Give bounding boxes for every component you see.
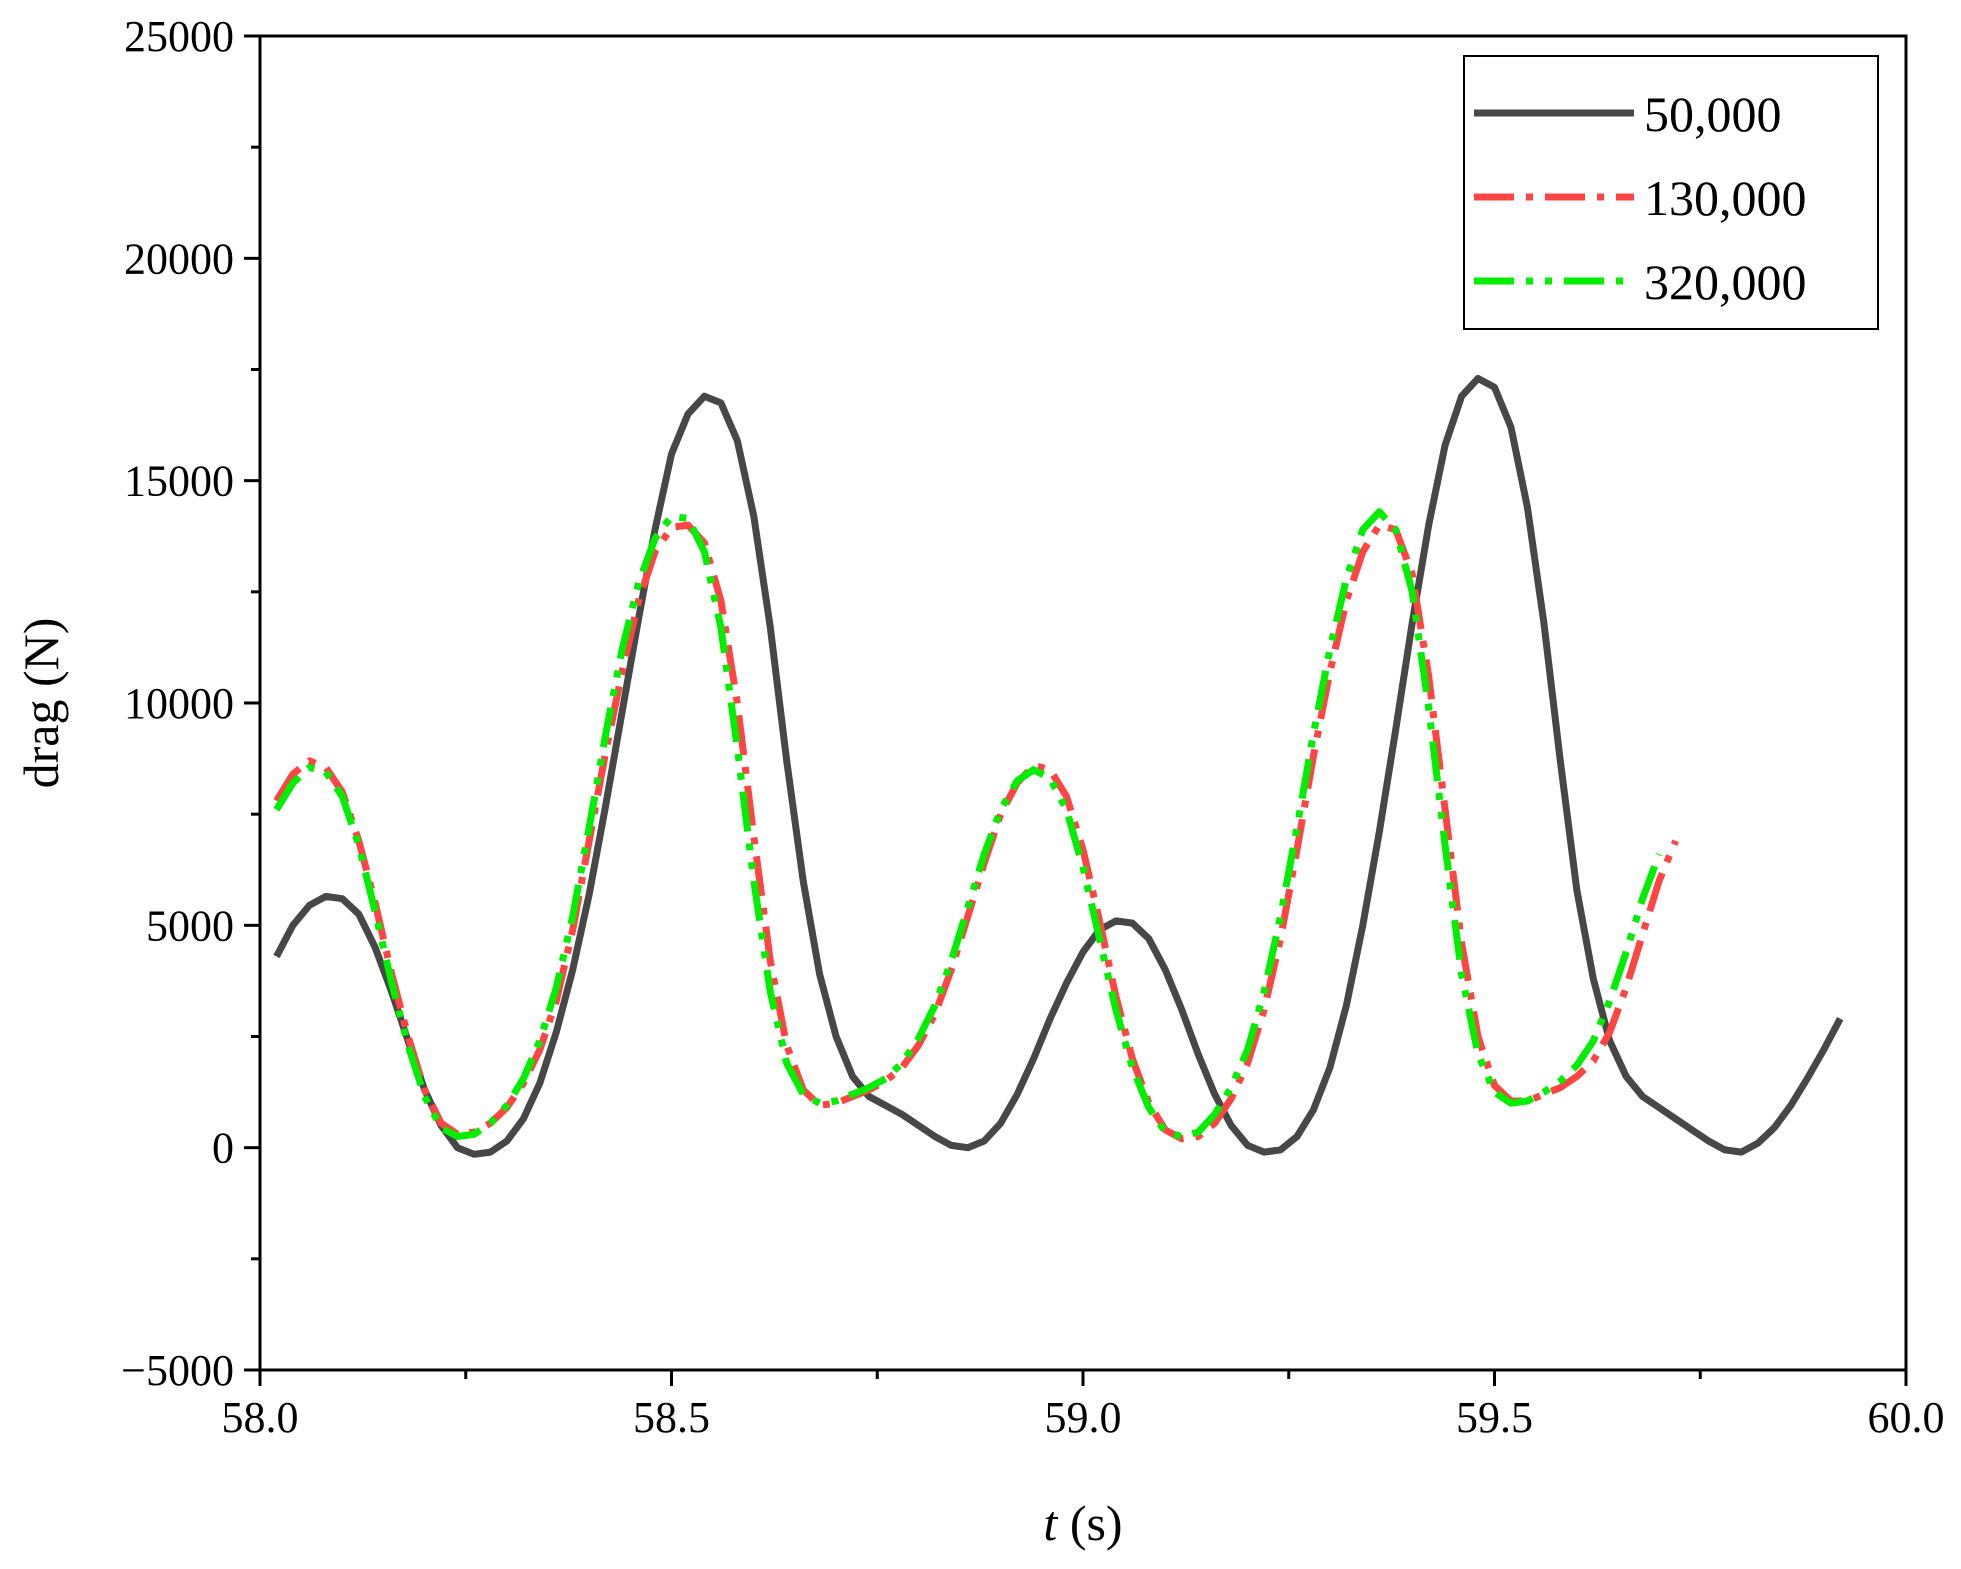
x-tick-label: 59.0 [1045,1393,1122,1442]
legend: 50,000 130,000 320,000 [1463,55,1879,330]
x-tick-label: 58.0 [222,1393,299,1442]
y-tick-label: 0 [212,1124,234,1173]
y-tick-label: 5000 [146,901,234,950]
x-axis-variable: t [1043,1495,1058,1551]
y-tick-label: 20000 [124,234,234,283]
legend-label-50000: 50,000 [1644,86,1782,142]
legend-label-130000: 130,000 [1644,170,1807,226]
x-tick-label: 58.5 [633,1393,710,1442]
y-tick-label: 15000 [124,457,234,506]
y-tick-label: −5000 [121,1346,234,1395]
series-line-50000 [273,374,1844,1158]
x-tick-label: 60.0 [1868,1393,1945,1442]
ticks-layer: 58.0 58.5 59.0 59.5 60.0 −5000 0 5000 10000 15000… [121,12,1944,1442]
series-line-320000 [273,508,1663,1140]
x-axis-title: t (s) [1043,1495,1122,1551]
series-layer [273,374,1844,1158]
legend-label-320000: 320,000 [1644,254,1807,310]
y-tick-label: 10000 [124,679,234,728]
x-axis-unit: (s) [1057,1495,1122,1551]
x-tick-label: 59.5 [1456,1393,1533,1442]
y-axis-title: drag (N) [13,618,69,789]
y-tick-label: 25000 [124,12,234,61]
series-line-130000 [273,521,1679,1143]
